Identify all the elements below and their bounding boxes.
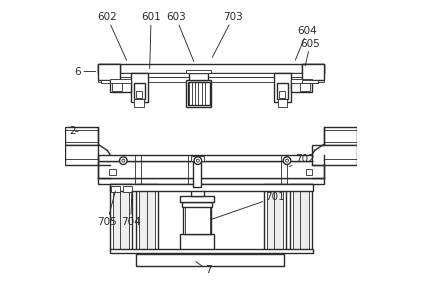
Text: 605: 605	[300, 39, 320, 66]
FancyBboxPatch shape	[291, 79, 312, 83]
FancyBboxPatch shape	[274, 73, 291, 102]
FancyBboxPatch shape	[110, 184, 132, 250]
Text: 702: 702	[289, 154, 314, 167]
Text: 603: 603	[166, 12, 194, 62]
FancyBboxPatch shape	[135, 99, 144, 106]
FancyBboxPatch shape	[112, 82, 122, 91]
FancyBboxPatch shape	[182, 201, 212, 207]
FancyBboxPatch shape	[98, 161, 324, 178]
FancyBboxPatch shape	[131, 73, 148, 102]
FancyBboxPatch shape	[183, 204, 211, 234]
FancyBboxPatch shape	[98, 155, 324, 161]
FancyBboxPatch shape	[113, 184, 129, 250]
FancyBboxPatch shape	[290, 184, 312, 250]
FancyBboxPatch shape	[65, 127, 98, 145]
FancyBboxPatch shape	[136, 254, 284, 266]
FancyBboxPatch shape	[186, 80, 211, 106]
FancyBboxPatch shape	[302, 80, 318, 83]
FancyBboxPatch shape	[65, 145, 98, 165]
FancyBboxPatch shape	[98, 64, 120, 73]
FancyBboxPatch shape	[65, 1, 357, 294]
Text: 602: 602	[97, 12, 127, 60]
FancyBboxPatch shape	[277, 83, 289, 99]
Circle shape	[286, 159, 289, 162]
Text: 703: 703	[212, 12, 243, 57]
FancyBboxPatch shape	[110, 79, 131, 83]
Circle shape	[196, 159, 199, 162]
FancyBboxPatch shape	[136, 184, 158, 250]
FancyBboxPatch shape	[110, 249, 313, 253]
Circle shape	[119, 157, 127, 164]
FancyBboxPatch shape	[123, 186, 132, 192]
FancyBboxPatch shape	[302, 80, 318, 83]
FancyBboxPatch shape	[110, 184, 313, 191]
FancyBboxPatch shape	[278, 99, 287, 106]
FancyBboxPatch shape	[324, 127, 357, 145]
FancyBboxPatch shape	[267, 184, 283, 250]
FancyBboxPatch shape	[98, 77, 324, 82]
FancyBboxPatch shape	[302, 64, 324, 80]
Circle shape	[122, 159, 125, 162]
FancyBboxPatch shape	[133, 83, 145, 99]
FancyBboxPatch shape	[109, 169, 116, 175]
Text: 604: 604	[295, 26, 317, 60]
Text: 6: 6	[75, 66, 96, 76]
FancyBboxPatch shape	[135, 91, 142, 98]
FancyBboxPatch shape	[180, 234, 214, 250]
FancyBboxPatch shape	[264, 184, 286, 250]
FancyBboxPatch shape	[98, 73, 324, 77]
FancyBboxPatch shape	[300, 82, 310, 91]
FancyBboxPatch shape	[302, 64, 324, 73]
Circle shape	[194, 157, 202, 164]
FancyBboxPatch shape	[98, 64, 120, 80]
FancyBboxPatch shape	[98, 64, 324, 73]
FancyBboxPatch shape	[312, 145, 357, 165]
FancyBboxPatch shape	[291, 80, 312, 92]
FancyBboxPatch shape	[98, 178, 324, 184]
FancyBboxPatch shape	[101, 80, 117, 83]
FancyBboxPatch shape	[193, 184, 201, 187]
FancyBboxPatch shape	[110, 80, 131, 92]
Text: 2: 2	[69, 127, 78, 136]
FancyBboxPatch shape	[188, 82, 210, 105]
FancyBboxPatch shape	[306, 169, 312, 175]
FancyBboxPatch shape	[191, 156, 204, 161]
FancyBboxPatch shape	[139, 250, 281, 254]
FancyBboxPatch shape	[186, 70, 211, 73]
FancyBboxPatch shape	[189, 73, 208, 80]
FancyBboxPatch shape	[139, 184, 155, 250]
Text: 705: 705	[97, 191, 117, 227]
FancyBboxPatch shape	[191, 187, 204, 196]
Text: 704: 704	[121, 191, 141, 227]
FancyBboxPatch shape	[279, 91, 285, 98]
FancyBboxPatch shape	[293, 184, 309, 250]
FancyBboxPatch shape	[111, 186, 120, 192]
Text: 601: 601	[141, 12, 161, 69]
FancyBboxPatch shape	[180, 196, 214, 201]
FancyBboxPatch shape	[193, 161, 201, 187]
Text: 701: 701	[211, 192, 285, 220]
Text: 7: 7	[196, 262, 211, 275]
Circle shape	[283, 157, 291, 164]
